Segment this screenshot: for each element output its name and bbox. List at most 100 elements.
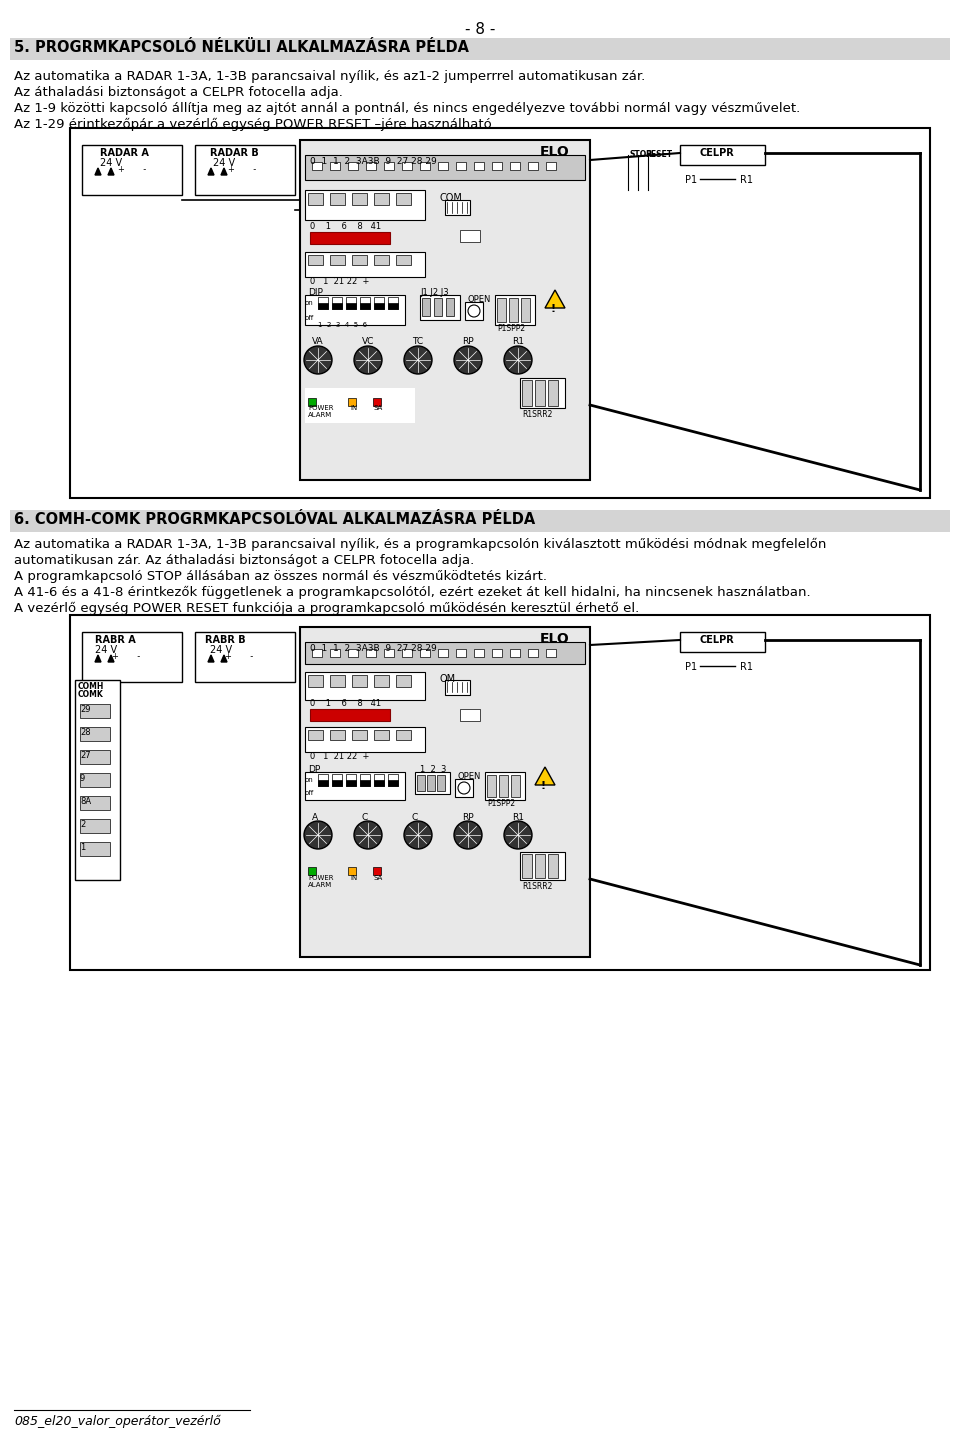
Bar — [82, 631, 182, 682]
Bar — [460, 709, 480, 720]
Bar — [509, 298, 518, 322]
Text: R1: R1 — [512, 336, 524, 347]
Text: 085_el20_valor_operátor_vezérlő: 085_el20_valor_operátor_vezérlő — [14, 1415, 221, 1428]
Bar — [417, 775, 425, 791]
Text: ALARM: ALARM — [308, 413, 332, 418]
Bar — [548, 854, 558, 879]
Bar — [511, 775, 520, 797]
Bar — [366, 649, 376, 657]
Bar — [492, 162, 502, 170]
Text: A programkapcsoló STOP állásában az összes normál és vészműködtetés kizárt.: A programkapcsoló STOP állásában az össz… — [14, 569, 547, 582]
Bar — [495, 295, 535, 325]
Text: 9: 9 — [80, 774, 85, 784]
Text: OPEN: OPEN — [468, 295, 492, 303]
Bar — [456, 162, 466, 170]
Bar — [80, 774, 110, 787]
Bar — [487, 775, 496, 797]
Bar — [388, 774, 398, 787]
Text: P1: P1 — [685, 661, 697, 672]
Bar — [360, 774, 370, 787]
Text: P1: P1 — [685, 175, 697, 186]
Text: C: C — [412, 812, 419, 823]
Text: SA: SA — [374, 406, 383, 411]
Text: RP: RP — [462, 812, 473, 823]
Text: 24 V: 24 V — [95, 646, 117, 654]
Text: on: on — [305, 301, 314, 306]
Text: 0   1  21 22  +: 0 1 21 22 + — [310, 278, 370, 286]
Text: 24 V: 24 V — [100, 158, 122, 168]
Text: Az 1-9 közötti kapcsoló állítja meg az ajtót annál a pontnál, és nincs engedélye: Az 1-9 közötti kapcsoló állítja meg az a… — [14, 102, 801, 115]
Bar — [374, 674, 389, 687]
Bar — [352, 193, 367, 206]
Text: POWER: POWER — [308, 406, 333, 411]
Bar — [348, 162, 358, 170]
Text: !: ! — [541, 781, 546, 791]
Text: OM: OM — [440, 674, 456, 684]
Bar — [402, 649, 412, 657]
Bar — [460, 230, 480, 242]
Circle shape — [454, 347, 482, 374]
Text: +       -: + - — [225, 651, 253, 661]
Bar — [420, 649, 430, 657]
Bar — [422, 298, 430, 316]
Polygon shape — [208, 654, 214, 661]
Bar — [330, 193, 345, 206]
Bar — [373, 398, 381, 406]
Bar — [330, 255, 345, 265]
Text: COMH: COMH — [78, 682, 105, 692]
Text: 0   1  21 22  +: 0 1 21 22 + — [310, 752, 370, 761]
Bar — [374, 303, 384, 309]
Bar — [312, 649, 322, 657]
Text: VA: VA — [312, 336, 324, 347]
Text: 8A: 8A — [80, 797, 91, 807]
Bar — [434, 298, 442, 316]
Text: STOP: STOP — [630, 150, 653, 160]
Polygon shape — [221, 654, 227, 661]
Bar — [80, 728, 110, 741]
Bar — [352, 674, 367, 687]
Bar — [308, 867, 316, 874]
Bar — [348, 398, 356, 406]
Text: J1 J2 J3: J1 J2 J3 — [420, 288, 448, 298]
Text: VC: VC — [362, 336, 374, 347]
Bar — [308, 193, 323, 206]
Bar — [396, 193, 411, 206]
Bar — [521, 298, 530, 322]
Bar — [318, 779, 328, 787]
Text: ALARM: ALARM — [308, 881, 332, 889]
Bar — [300, 627, 590, 958]
Text: +       -: + - — [118, 165, 146, 174]
Bar — [535, 380, 545, 406]
Circle shape — [504, 347, 532, 374]
Polygon shape — [95, 654, 101, 661]
Bar — [346, 298, 356, 309]
Text: 2: 2 — [80, 820, 85, 828]
Bar — [499, 775, 508, 797]
Bar — [388, 303, 398, 309]
Bar — [330, 649, 340, 657]
Text: COM: COM — [440, 193, 463, 203]
Bar — [305, 295, 405, 325]
Bar — [510, 649, 520, 657]
Bar — [456, 649, 466, 657]
Text: RADAR A: RADAR A — [100, 148, 149, 158]
Bar — [528, 162, 538, 170]
Bar — [75, 680, 120, 880]
Bar — [446, 298, 454, 316]
Bar — [445, 200, 470, 216]
Bar — [427, 775, 435, 791]
Bar — [374, 779, 384, 787]
Bar — [455, 779, 473, 797]
Bar — [80, 820, 110, 833]
Text: 0    1    6    8   41: 0 1 6 8 41 — [310, 699, 381, 707]
Text: RADAR B: RADAR B — [210, 148, 259, 158]
Text: 0    1    6    8   41: 0 1 6 8 41 — [310, 221, 381, 232]
Bar — [308, 674, 323, 687]
Bar — [80, 843, 110, 856]
Bar — [528, 649, 538, 657]
Bar — [548, 380, 558, 406]
Bar — [330, 731, 345, 741]
Polygon shape — [95, 168, 101, 175]
Bar — [330, 674, 345, 687]
Bar — [332, 774, 342, 787]
